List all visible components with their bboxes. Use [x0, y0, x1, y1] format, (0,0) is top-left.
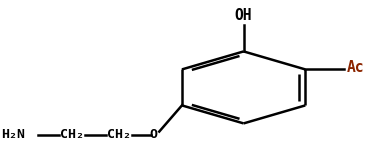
- Text: CH₂: CH₂: [107, 128, 131, 141]
- Text: CH₂: CH₂: [60, 128, 84, 141]
- Text: O: O: [150, 128, 158, 141]
- Text: Ac: Ac: [347, 60, 364, 75]
- Text: OH: OH: [235, 8, 252, 23]
- Text: H₂N: H₂N: [1, 128, 25, 141]
